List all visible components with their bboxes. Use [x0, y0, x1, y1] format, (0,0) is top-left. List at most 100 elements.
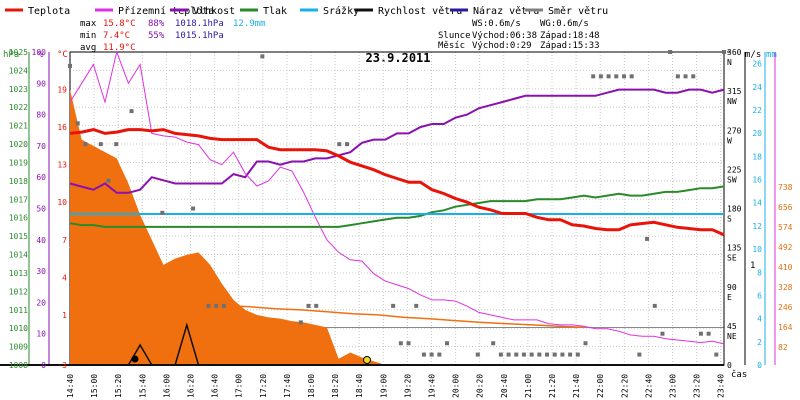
ws-value: WS:0.6m/s — [472, 19, 521, 29]
mm-tick: 738 — [778, 183, 793, 192]
stats-label: avg — [80, 43, 96, 53]
wg-value: WG:0.6m/s — [540, 19, 589, 29]
wind-marker — [363, 356, 371, 364]
dir-tick-name: E — [727, 293, 732, 302]
stats-block: max 15.8°C 88% 1018.1hPa 12.9mm min 7.4°C 55% 10… — [80, 19, 266, 53]
stats-hum: 88% — [148, 19, 165, 29]
info-block: WS:0.6m/s WG:0.6m/s Slunce Východ:06:38 Zápa… — [438, 19, 600, 51]
x-tick: 18:20 — [331, 374, 340, 398]
x-tick: 17:20 — [259, 374, 268, 398]
x-tick: 14:40 — [66, 374, 75, 398]
temp-tick: 10 — [57, 198, 67, 207]
temp-tick: 4 — [62, 273, 67, 282]
hpa-tick: 1013 — [9, 269, 28, 278]
ms-tick: 16 — [752, 176, 762, 185]
stats-temp: 11.9°C — [103, 43, 136, 53]
dir-tick: 315 — [727, 87, 742, 96]
wind-dir-point — [706, 331, 711, 336]
stats-label: min — [80, 31, 96, 41]
x-tick: 20:00 — [452, 374, 461, 398]
wind-dir-point — [191, 206, 196, 211]
wind-dir-point — [675, 74, 680, 79]
x-tick: 22:40 — [644, 374, 653, 398]
ms-tick: 12 — [752, 222, 762, 231]
pct-tick: 80 — [36, 111, 46, 120]
ms-tick: 6 — [757, 291, 762, 300]
hpa-tick: 1024 — [9, 66, 28, 75]
wind-dir-point — [568, 352, 573, 357]
wind-dir-point — [591, 74, 596, 79]
ms-tick: 20 — [752, 129, 762, 138]
tick-labels: 1008100910101011101210131014101510161017… — [9, 48, 793, 398]
wind-dir-point — [552, 352, 557, 357]
x-tick: 19:00 — [379, 374, 388, 398]
hpa-tick: 1023 — [9, 85, 28, 94]
wind-dir-point — [714, 352, 719, 357]
mm-tick: 656 — [778, 203, 793, 212]
wind-dir-point — [506, 352, 511, 357]
wind-dir-point — [114, 142, 119, 147]
chart-title: 23.9.2011 — [365, 51, 430, 65]
x-tick: 15:00 — [90, 374, 99, 398]
x-tick: 21:00 — [524, 374, 533, 398]
x-tick: 19:40 — [428, 374, 437, 398]
wind-dir-point — [652, 303, 657, 308]
wind-dir-point — [306, 303, 311, 308]
hpa-tick: 1020 — [9, 140, 28, 149]
dir-tick: 90 — [727, 283, 737, 292]
x-tick: 18:40 — [355, 374, 364, 398]
x-tick: 20:40 — [500, 374, 509, 398]
wind-dir-point — [629, 74, 634, 79]
wind-dir-point — [491, 341, 496, 346]
wind-dir-point — [606, 74, 611, 79]
wind-dir-point — [521, 352, 526, 357]
pct-tick: 30 — [36, 267, 46, 276]
x-tick: 17:00 — [235, 374, 244, 398]
wind-dir-point — [691, 74, 696, 79]
legend-label: Směr větru — [548, 5, 608, 17]
legend-label: Přízemní teplota — [118, 5, 214, 17]
dir-tick: 45 — [727, 322, 737, 331]
mid-tick: 1 — [750, 261, 755, 271]
temp-tick: 16 — [57, 123, 67, 132]
pct-tick: 60 — [36, 173, 46, 182]
wind-dir-point — [398, 341, 403, 346]
dir-tick-name: W — [727, 136, 732, 145]
ms-tick: 10 — [752, 245, 762, 254]
hpa-tick: 1014 — [9, 251, 28, 260]
x-tick: 15:20 — [114, 374, 123, 398]
wind-dir-point — [206, 303, 211, 308]
ms-tick: 18 — [752, 152, 762, 161]
x-tick: 17:40 — [283, 374, 292, 398]
legend-label: Vlhkost — [193, 6, 235, 17]
moon-rise: Východ:0:29 — [472, 41, 532, 51]
wind-dir-point — [414, 303, 419, 308]
pct-unit: % — [38, 50, 44, 60]
rain-area — [70, 89, 397, 365]
ms-tick: 26 — [752, 60, 762, 69]
pct-tick: 20 — [36, 298, 46, 307]
wind-dir-point — [560, 352, 565, 357]
wind-dir-point — [160, 210, 165, 215]
stats-hum: 55% — [148, 31, 165, 41]
wind-dir-point — [475, 352, 480, 357]
plot-area — [0, 50, 726, 366]
hpa-tick: 1018 — [9, 177, 28, 186]
wind-dir-point — [68, 63, 72, 68]
legend-label: Rychlost větru — [378, 5, 462, 17]
wind-dir-point — [698, 331, 703, 336]
x-tick: 16:40 — [211, 374, 220, 398]
wind-dir-point — [529, 352, 534, 357]
hpa-tick: 1019 — [9, 158, 28, 167]
ms-tick: 22 — [752, 106, 762, 115]
pct-tick: 100 — [32, 48, 47, 57]
mm-tick: 574 — [778, 223, 793, 232]
mm-unit: mm — [766, 50, 777, 60]
hpa-unit: hPa — [3, 50, 19, 60]
dir-tick: 0 — [727, 361, 732, 370]
stats-rain: 12.9mm — [233, 19, 266, 29]
wind-dir-point — [514, 352, 519, 357]
wind-dir-point — [668, 50, 673, 54]
wind-dir-point — [498, 352, 503, 357]
stats-press: 1018.1hPa — [175, 19, 224, 29]
